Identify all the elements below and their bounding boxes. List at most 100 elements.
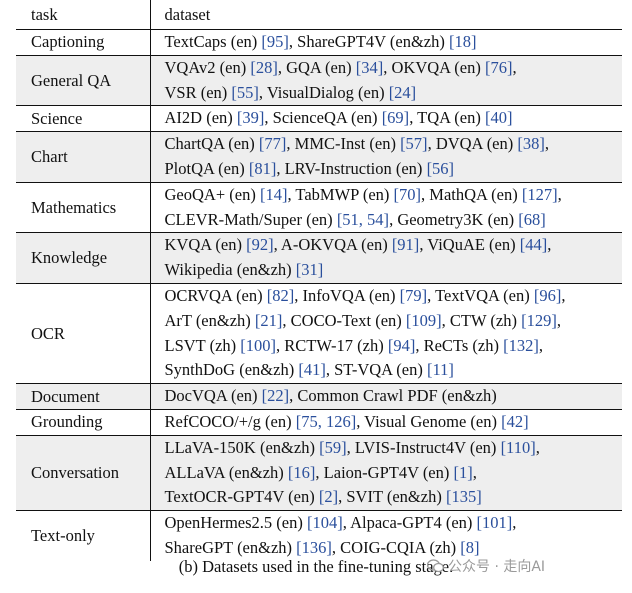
task-column-header: task	[16, 0, 151, 30]
citation-link[interactable]: [68]	[518, 209, 546, 229]
dataset-line: Wikipedia (en&zh) [31]	[165, 258, 623, 283]
citation-link[interactable]: [77]	[258, 134, 287, 154]
citation-link[interactable]: [28]	[250, 57, 278, 77]
citation-link[interactable]: [55]	[231, 82, 259, 102]
citation-link[interactable]: [69]	[381, 108, 410, 128]
citation-link[interactable]: [136]	[296, 537, 332, 557]
citation-link[interactable]: [21]	[254, 310, 283, 330]
table-row: Chart ChartQA (en) [77], MMC-Inst (en) [5…	[16, 131, 623, 183]
task-cell: OCR	[16, 283, 151, 384]
dataset-text: Wikipedia (en&zh)	[164, 260, 296, 280]
dataset-text: , OKVQA (en)	[383, 57, 485, 77]
citation-link[interactable]: [95]	[261, 32, 289, 51]
dataset-cell: RefCOCO/+/g (en) [75, 126], Visual Genom…	[150, 409, 622, 435]
citation-link[interactable]: [51, 54]	[336, 209, 390, 229]
citation-link[interactable]: [81]	[248, 158, 277, 178]
dataset-line: AI2D (en) [39], ScienceQA (en) [69], TQA…	[165, 106, 623, 131]
citation-link[interactable]: [40]	[484, 108, 513, 128]
dataset-text: LSVT (zh)	[164, 335, 241, 355]
dataset-text: ,	[561, 285, 566, 305]
dataset-cell: ChartQA (en) [77], MMC-Inst (en) [57], D…	[150, 131, 623, 183]
citation-link[interactable]: [16]	[287, 462, 316, 482]
dataset-text: , ShareGPT4V (en&zh)	[288, 32, 449, 51]
dataset-cell: LLaVA-150K (en&zh) [59], LVIS-Instruct4V…	[150, 435, 622, 511]
citation-link[interactable]: [57]	[400, 134, 428, 154]
citation-link[interactable]: [104]	[307, 513, 343, 533]
citation-link[interactable]: [79]	[399, 285, 428, 305]
dataset-column-header: dataset	[150, 0, 622, 30]
citation-link[interactable]: [96]	[533, 285, 562, 305]
task-cell: Chart	[16, 131, 151, 183]
dataset-text: ,	[512, 57, 517, 77]
citation-link[interactable]: [135]	[445, 487, 482, 507]
citation-link[interactable]: [39]	[236, 108, 265, 128]
citation-link[interactable]: [31]	[295, 260, 324, 280]
dataset-text: VQAv2 (en)	[164, 57, 251, 77]
citation-link[interactable]: [2]	[318, 487, 339, 507]
datasets-table-container: task dataset Captioning TextCaps (en) [95…	[16, 0, 622, 561]
dataset-text: GeoQA+ (en)	[164, 184, 260, 204]
dataset-text: ChartQA (en)	[164, 134, 259, 154]
table-row: Conversation LLaVA-150K (en&zh) [59], LVI…	[16, 435, 622, 511]
task-cell: Knowledge	[16, 232, 151, 284]
citation-link[interactable]: [44]	[519, 235, 548, 255]
citation-link[interactable]: [132]	[503, 335, 539, 355]
table-row: Text-only OpenHermes2.5 (en) [104], Alpac…	[16, 510, 623, 561]
citation-link[interactable]: [70]	[393, 184, 422, 204]
dataset-text: ,	[557, 184, 562, 204]
dataset-line: SynthDoG (en&zh) [41], ST-VQA (en) [11]	[165, 358, 623, 383]
citation-link[interactable]: [129]	[521, 310, 557, 330]
citation-link[interactable]: [22]	[261, 386, 290, 406]
dataset-text: OCRVQA (en)	[164, 285, 267, 305]
datasets-table: task dataset Captioning TextCaps (en) [95…	[16, 0, 622, 561]
task-cell: Captioning	[16, 29, 151, 56]
dataset-text: , MathQA (en)	[421, 184, 522, 204]
citation-link[interactable]: [127]	[521, 184, 558, 204]
citation-link[interactable]: [91]	[391, 235, 420, 255]
citation-link[interactable]: [11]	[426, 360, 454, 380]
dataset-text: , TextVQA (en)	[427, 285, 534, 305]
citation-link[interactable]: [75, 126]	[295, 411, 357, 431]
citation-link[interactable]: [76]	[484, 57, 513, 77]
table-body: Captioning TextCaps (en) [95], ShareGPT4V…	[16, 29, 623, 561]
citation-link[interactable]: [101]	[476, 513, 513, 533]
dataset-text: , Laion-GPT4V (en)	[315, 462, 454, 482]
dataset-cell: AI2D (en) [39], ScienceQA (en) [69], TQA…	[150, 106, 622, 132]
dataset-text: ,	[544, 134, 550, 154]
dataset-text: , LVIS-Instruct4V (en)	[346, 437, 501, 457]
citation-link[interactable]: [8]	[460, 537, 480, 557]
citation-link[interactable]: [56]	[426, 158, 455, 178]
dataset-text: ,	[472, 462, 477, 482]
dataset-text: , VisualDialog (en)	[258, 82, 389, 102]
citation-link[interactable]: [110]	[500, 437, 536, 457]
dataset-cell: DocVQA (en) [22], Common Crawl PDF (en&z…	[150, 383, 622, 410]
dataset-text: , Alpaca-GPT4 (en)	[342, 513, 477, 533]
dataset-text: SynthDoG (en&zh)	[164, 360, 299, 380]
dataset-line: LSVT (zh) [100], RCTW-17 (zh) [94], ReCT…	[165, 334, 623, 359]
table-header-row: task dataset	[16, 0, 622, 30]
citation-link[interactable]: [14]	[259, 184, 288, 204]
dataset-text: , DVQA (en)	[427, 134, 518, 154]
dataset-line: VQAv2 (en) [28], GQA (en) [34], OKVQA (e…	[165, 56, 623, 81]
dataset-cell: KVQA (en) [92], A-OKVQA (en) [91], ViQuA…	[150, 232, 623, 284]
citation-link[interactable]: [92]	[246, 235, 274, 255]
citation-link[interactable]: [1]	[453, 462, 473, 482]
dataset-line: PlotQA (en) [81], LRV-Instruction (en) […	[165, 157, 623, 182]
dataset-line: OpenHermes2.5 (en) [104], Alpaca-GPT4 (e…	[165, 511, 623, 536]
watermark-text: 公众号 · 走向AI	[448, 559, 546, 575]
citation-link[interactable]: [100]	[240, 335, 277, 355]
dataset-text: VSR (en)	[164, 82, 232, 102]
citation-link[interactable]: [94]	[387, 335, 416, 355]
citation-link[interactable]: [18]	[448, 32, 477, 51]
citation-link[interactable]: [42]	[501, 411, 529, 431]
citation-link[interactable]: [41]	[298, 360, 326, 380]
citation-link[interactable]: [109]	[405, 310, 442, 330]
dataset-text: , RCTW-17 (zh)	[276, 335, 388, 355]
citation-link[interactable]: [24]	[388, 82, 417, 102]
dataset-text: ShareGPT (en&zh)	[164, 537, 297, 557]
citation-link[interactable]: [34]	[355, 57, 384, 77]
citation-link[interactable]: [59]	[319, 437, 347, 457]
citation-link[interactable]: [82]	[266, 285, 295, 305]
citation-link[interactable]: [38]	[517, 134, 545, 154]
dataset-text: DocVQA (en)	[164, 386, 262, 406]
